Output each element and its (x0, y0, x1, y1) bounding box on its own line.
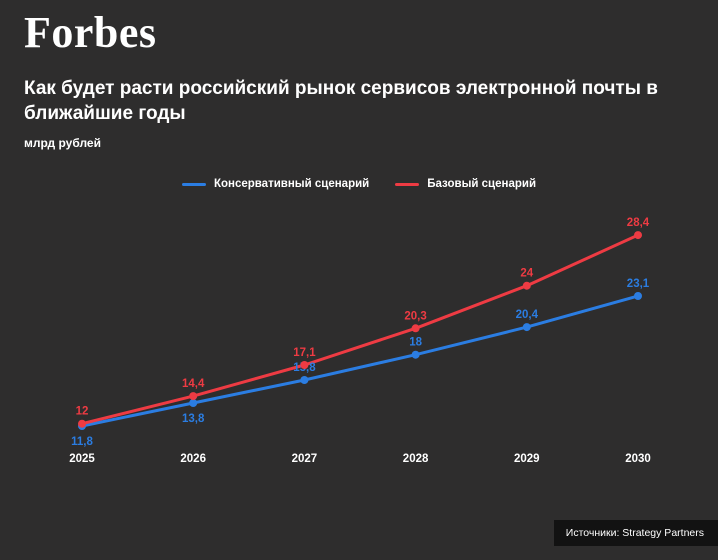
legend-line-conservative-icon (181, 182, 206, 186)
data-label: 11,8 (71, 436, 93, 448)
data-point (300, 376, 309, 385)
chart-title: Как будет расти российский рынок сервисо… (24, 78, 658, 125)
x-axis-label: 2027 (292, 453, 318, 465)
chart-legend: Консервативный сценарий Базовый сценарий (0, 178, 718, 190)
x-axis-label: 2030 (625, 453, 651, 465)
data-point (634, 231, 642, 240)
data-label: 18 (409, 337, 422, 349)
legend-line-base-icon (395, 182, 420, 186)
data-point (411, 351, 420, 360)
data-label: 20,3 (404, 311, 426, 323)
data-label: 23,1 (627, 278, 650, 290)
legend-item-conservative: Консервативный сценарий (181, 178, 370, 191)
chart-area: 11,813,815,81820,423,11214,417,120,32428… (0, 202, 718, 477)
data-point (189, 392, 198, 401)
data-label: 24 (520, 268, 533, 280)
data-point (522, 323, 531, 332)
forbes-logo: Forbes (24, 8, 157, 57)
data-point (411, 324, 420, 333)
data-point (522, 282, 531, 291)
source-attribution: Источники: Strategy Partners (553, 520, 718, 546)
data-label: 17,1 (293, 347, 316, 359)
line-chart: 11,813,815,81820,423,11214,417,120,32428… (69, 217, 651, 465)
data-label: 28,4 (627, 217, 650, 229)
data-label: 20,4 (516, 309, 539, 321)
data-point (78, 420, 86, 429)
data-point (300, 361, 309, 370)
series-line-0 (80, 294, 640, 428)
x-axis-label: 2028 (403, 453, 429, 465)
data-label: 12 (76, 406, 89, 418)
series-line-1 (80, 233, 640, 426)
x-axis-label: 2026 (180, 453, 206, 465)
chart-units-label: млрд рублей (24, 136, 101, 151)
x-axis-label: 2029 (514, 453, 540, 465)
x-axis-label: 2025 (69, 453, 95, 465)
data-point (189, 399, 198, 408)
legend-label-conservative: Консервативный сценарий (213, 178, 370, 191)
data-label: 14,4 (182, 378, 205, 390)
data-label: 13,8 (182, 413, 205, 425)
legend-item-base: Базовый сценарий (395, 178, 536, 190)
data-point (634, 292, 642, 301)
legend-label-base: Базовый сценарий (427, 178, 537, 191)
